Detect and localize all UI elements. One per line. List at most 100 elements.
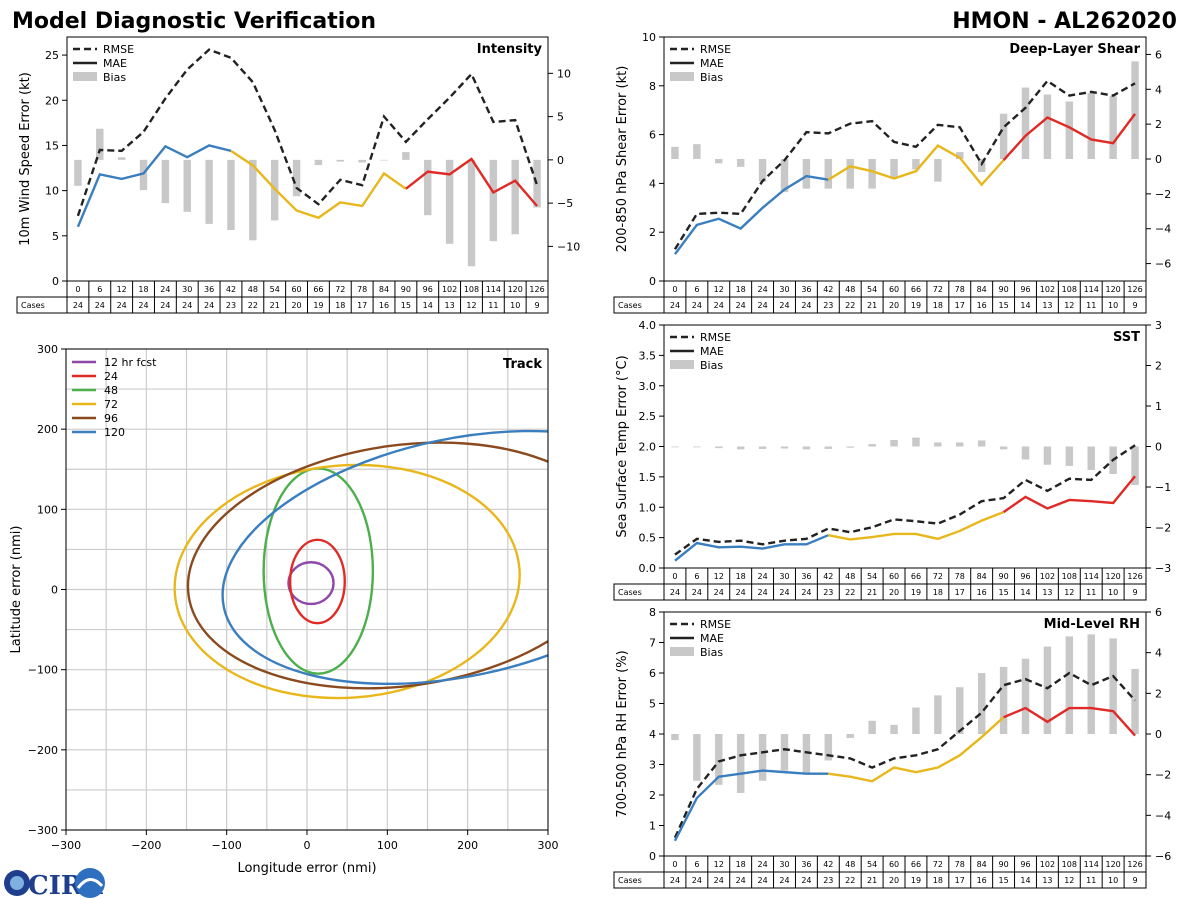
track-ellipse-24 (288, 538, 346, 625)
y2-tick-label: −6 (1155, 850, 1171, 863)
tau-label: 36 (801, 285, 811, 294)
y-axis-label: 10m Wind Speed Error (kt) (18, 72, 33, 246)
tau-label: 108 (464, 285, 479, 294)
cases-value: 9 (1132, 301, 1137, 310)
cases-value: 16 (977, 876, 987, 885)
bias-bar (802, 159, 811, 189)
y-tick-label: 6 (649, 667, 656, 680)
cases-value: 22 (845, 301, 855, 310)
bias-bar (96, 128, 104, 160)
cases-value: 24 (160, 301, 170, 310)
cases-value: 24 (736, 301, 746, 310)
y-tick-label: 0.5 (639, 532, 657, 545)
bias-bar (977, 673, 986, 734)
cases-value: 17 (955, 588, 965, 597)
tau-label: 12 (117, 285, 127, 294)
cases-row (613, 871, 1147, 889)
cases-value: 18 (335, 301, 345, 310)
cases-value: 20 (291, 301, 301, 310)
legend-rmse-label: RMSE (700, 43, 731, 56)
y-tick-label: 3.0 (639, 380, 657, 393)
bias-bar (693, 144, 701, 159)
y2-tick-label: 0 (1155, 153, 1162, 166)
bias-bar (1131, 446, 1139, 485)
mae-line (76, 144, 232, 228)
y-tick-label: 100 (37, 503, 58, 516)
mae-line (405, 157, 538, 207)
y-tick-label: 0 (52, 275, 59, 288)
bias-bar (205, 159, 213, 224)
bias-bar (1087, 634, 1095, 734)
bias-bar (736, 159, 745, 167)
y-tick-label: 3 (649, 759, 656, 772)
cases-value: 24 (182, 301, 192, 310)
y-tick-label: 2.0 (639, 441, 657, 454)
cases-value: 24 (670, 876, 680, 885)
tau-label: 114 (1084, 572, 1099, 581)
cases-value: 24 (736, 588, 746, 597)
bias-bar (934, 695, 942, 734)
bias-bar (846, 446, 854, 448)
bias-bar (934, 442, 942, 447)
tau-label: 78 (955, 572, 965, 581)
cases-value: 19 (911, 588, 921, 597)
y-tick-label: 10 (642, 31, 656, 44)
tau-label: 6 (694, 572, 699, 581)
tau-label: 96 (1020, 285, 1030, 294)
rmse-line (673, 79, 1136, 250)
cases-value: 15 (998, 301, 1008, 310)
y2-tick-label: −3 (1155, 562, 1171, 575)
bias-bar (1021, 446, 1030, 460)
y-tick-label: 4 (649, 177, 656, 190)
satellite-emblem-icon (75, 868, 105, 898)
cases-value: 24 (117, 301, 127, 310)
tau-label: 30 (779, 572, 789, 581)
legend-mae-label: MAE (700, 345, 724, 358)
tau-label: 6 (97, 285, 102, 294)
y-axis-label: 700-500 hPa RH Error (%) (615, 650, 630, 817)
y-tick-label: 15 (45, 139, 59, 152)
y-tick-label: −200 (28, 744, 58, 757)
legend-rmse-label: RMSE (700, 331, 731, 344)
legend-rmse-label: RMSE (103, 43, 134, 56)
y-tick-label: 1.0 (639, 501, 657, 514)
tau-label: 6 (694, 285, 699, 294)
tau-label: 36 (801, 860, 811, 869)
sst-panel: 0.00.51.01.52.02.53.03.54.0−3−2−10123Sea… (613, 319, 1171, 601)
tau-label: 126 (529, 285, 544, 294)
y-tick-label: 6 (649, 129, 656, 142)
tau-label: 48 (845, 285, 855, 294)
cases-value: 24 (670, 301, 680, 310)
cases-value: 19 (911, 301, 921, 310)
tau-label: 0 (672, 572, 677, 581)
bias-bar (715, 446, 723, 449)
legend-label: 24 (104, 370, 118, 383)
tau-label: 36 (801, 572, 811, 581)
cases-label: Cases (618, 876, 642, 885)
tau-label: 102 (1040, 572, 1055, 581)
track-ellipse-96 (186, 441, 548, 690)
bias-bar (1021, 658, 1030, 734)
cases-value: 24 (736, 876, 746, 885)
legend-bias-label: Bias (700, 71, 723, 84)
tau-label: 90 (998, 285, 1008, 294)
tau-label: 78 (955, 285, 965, 294)
tau-label: 30 (779, 860, 789, 869)
bias-bar (671, 146, 679, 159)
tau-label: 126 (1127, 285, 1142, 294)
storm-id-title: HMON - AL262020 (952, 9, 1177, 34)
tau-label: 120 (508, 285, 523, 294)
legend-bias-label: Bias (700, 646, 723, 659)
bias-bar (183, 159, 191, 212)
legend-bias-label: Bias (103, 71, 126, 84)
y2-tick-label: 3 (1155, 319, 1162, 332)
tau-label: 114 (1084, 860, 1099, 869)
cases-value: 18 (933, 876, 943, 885)
bias-bar (445, 159, 454, 244)
tau-label: 0 (672, 285, 677, 294)
tau-label: 30 (779, 285, 789, 294)
bias-bar (1087, 446, 1095, 470)
bias-bar (511, 159, 519, 235)
x-tick-label: −200 (131, 839, 161, 852)
cases-value: 22 (248, 301, 258, 310)
